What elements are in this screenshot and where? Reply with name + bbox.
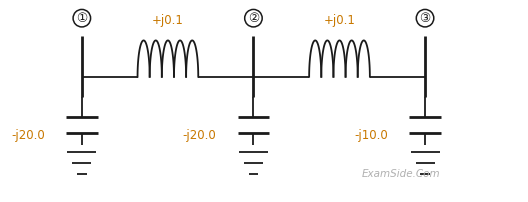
Text: +j0.1: +j0.1 [324, 14, 355, 27]
Text: -j10.0: -j10.0 [354, 129, 388, 142]
Text: +j0.1: +j0.1 [152, 14, 184, 27]
Text: ExamSide.Com: ExamSide.Com [362, 169, 440, 179]
Text: -j20.0: -j20.0 [11, 129, 45, 142]
Text: ②: ② [248, 12, 259, 25]
Text: -j20.0: -j20.0 [183, 129, 216, 142]
Text: ③: ③ [419, 12, 431, 25]
Text: ①: ① [76, 12, 88, 25]
